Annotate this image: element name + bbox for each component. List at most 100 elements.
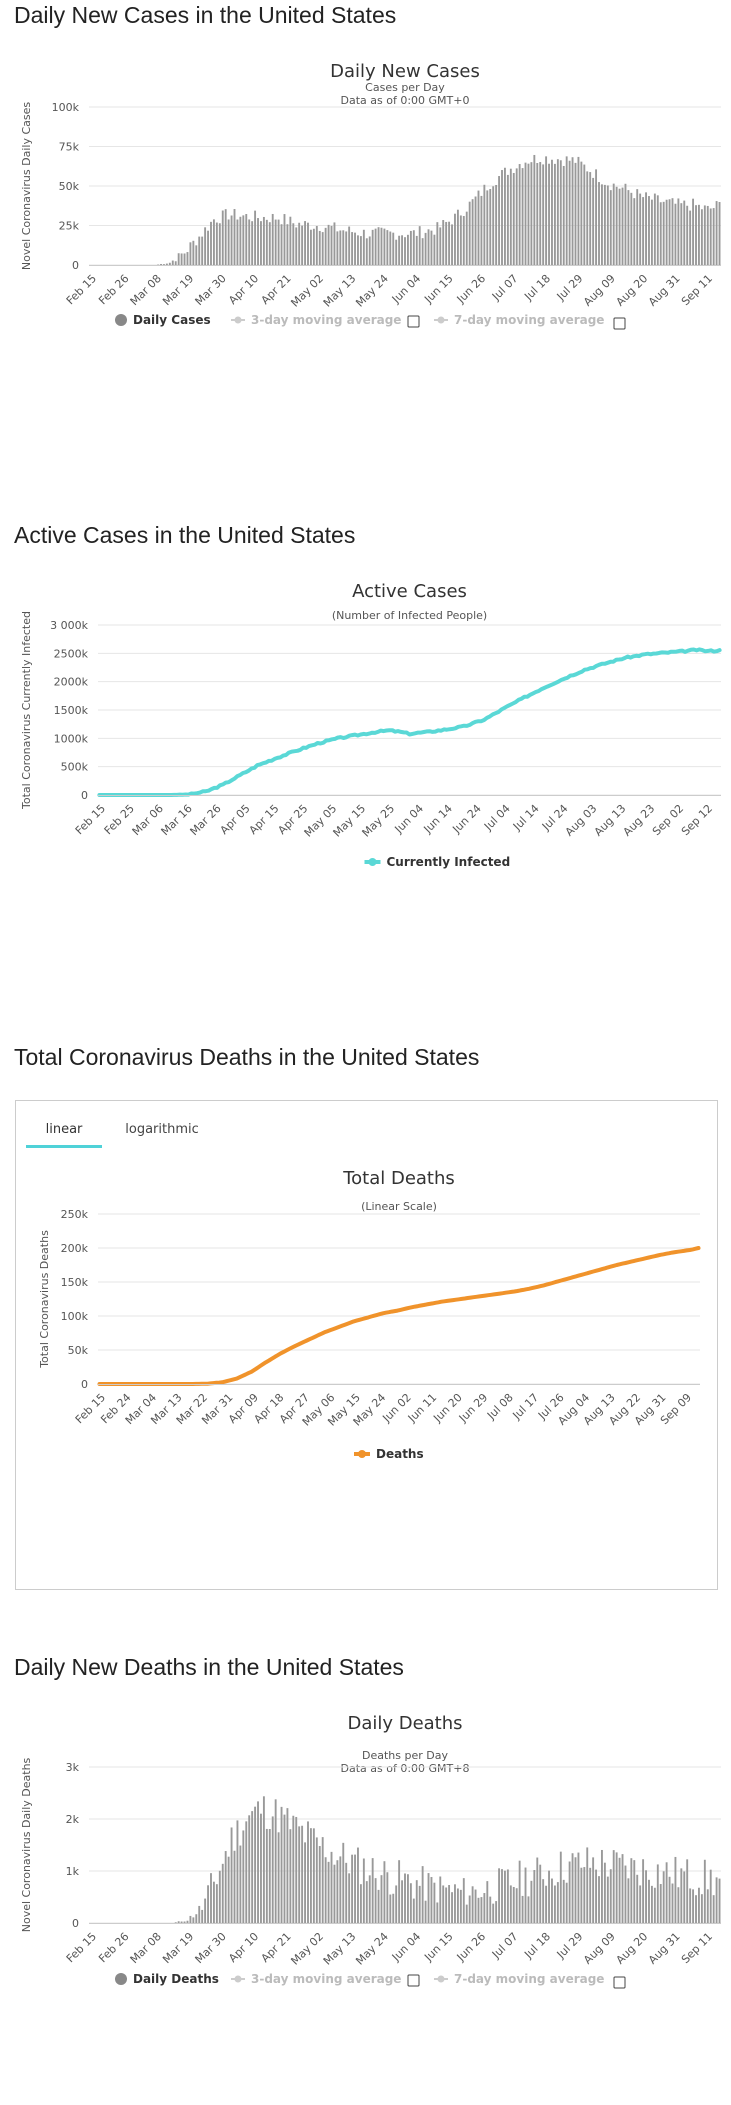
daily-cases-bar (686, 205, 689, 265)
daily-deaths-xtick-label: May 13 (321, 1930, 359, 1968)
daily-deaths-ytick-label: 2k (66, 1813, 80, 1826)
daily-cases-y-axis-label: Novel Coronavirus Daily Cases (20, 102, 33, 270)
daily-deaths-bar (210, 1873, 212, 1923)
daily-cases-bar (642, 197, 645, 265)
active-cases-title: Active Cases (352, 581, 467, 602)
daily-cases-bar (633, 198, 636, 265)
daily-deaths-bar (468, 1895, 471, 1923)
daily-deaths-bar (333, 1864, 336, 1923)
daily-cases-bar (609, 190, 612, 265)
daily-cases-bar (595, 169, 598, 265)
daily-deaths-legend-checkbox[interactable] (613, 1976, 626, 1989)
daily-deaths-bar (700, 1894, 703, 1923)
daily-deaths-bar (630, 1858, 633, 1923)
daily-cases-bar (365, 238, 368, 265)
daily-cases-bar (489, 188, 492, 265)
total-deaths-ytick-label: 100k (61, 1310, 89, 1323)
daily-deaths-bar (648, 1879, 650, 1923)
daily-cases-bar (636, 189, 639, 265)
daily-deaths-bar (221, 1863, 224, 1923)
daily-cases-bar (703, 205, 706, 265)
daily-cases-bar (671, 198, 674, 265)
daily-cases-bar (653, 193, 656, 265)
active-cases-xtick-label: Sep 02 (650, 802, 686, 838)
daily-deaths-bar (627, 1878, 630, 1923)
daily-deaths-bar (698, 1887, 700, 1923)
active-cases-y-axis-label: Total Coronavirus Currently Infected (20, 611, 33, 810)
daily-deaths-xtick-label: May 24 (353, 1930, 391, 1968)
daily-deaths-subtitle-2: Data as of 0:00 GMT+8 (341, 1762, 470, 1775)
daily-cases-bar (233, 209, 236, 265)
daily-cases-bar (692, 198, 695, 265)
daily-cases-bar (357, 235, 359, 265)
daily-cases-bar (245, 214, 248, 265)
daily-cases-bar (474, 196, 477, 265)
daily-cases-bar (304, 221, 306, 265)
daily-cases-bar (577, 156, 580, 265)
daily-deaths-bar (445, 1887, 448, 1923)
daily-deaths-legend-checkbox[interactable] (407, 1974, 420, 1987)
active-cases-xtick-label: Mar 26 (188, 802, 224, 838)
daily-cases-bar (589, 172, 592, 265)
daily-deaths-bar (462, 1878, 465, 1923)
daily-cases-xtick-label: Jun 26 (454, 272, 488, 306)
daily-cases-bar (533, 154, 536, 265)
daily-cases-bar (418, 226, 421, 265)
daily-cases-subtitle: Cases per Day (365, 81, 445, 94)
daily-deaths-legend-symbol-dot (234, 1975, 242, 1983)
daily-deaths-bar (451, 1892, 453, 1923)
total-deaths-ytick-label: 150k (61, 1276, 89, 1289)
daily-deaths-bar (715, 1877, 718, 1923)
daily-cases-bar (227, 219, 230, 265)
daily-cases-bar (195, 245, 198, 265)
daily-deaths-bar (589, 1867, 592, 1923)
active-cases-xtick-label: Jul 14 (510, 802, 542, 834)
daily-cases-bar (495, 184, 498, 265)
daily-deaths-bar (509, 1885, 512, 1923)
total-deaths-subtitle: (Linear Scale) (361, 1200, 437, 1213)
total-deaths-xtick-label: Jun 11 (405, 1391, 439, 1425)
daily-cases-bar (180, 253, 183, 265)
daily-deaths-bar (354, 1854, 356, 1923)
daily-cases-bar (521, 168, 524, 265)
active-cases-chart: Active Cases (Number of Infected People) 0… (20, 581, 722, 869)
daily-cases-bar (330, 225, 333, 265)
tab-linear[interactable]: linear (26, 1115, 102, 1148)
daily-cases-legend-checkbox[interactable] (613, 317, 626, 330)
daily-deaths-bar (383, 1861, 386, 1923)
section-heading-daily-deaths: Daily New Deaths in the United States (14, 1654, 404, 1680)
tab-logarithmic[interactable]: logarithmic (125, 1122, 199, 1137)
daily-cases-xtick-label: May 02 (288, 272, 326, 310)
daily-cases-bar (201, 236, 204, 265)
daily-deaths-bar (580, 1867, 583, 1923)
daily-deaths-bar (227, 1856, 230, 1923)
daily-cases-bar (215, 222, 218, 265)
daily-cases-bar (345, 231, 348, 265)
daily-deaths-xtick-label: Apr 10 (226, 1930, 261, 1965)
daily-cases-bar (668, 199, 671, 265)
daily-cases-bar (542, 164, 545, 265)
daily-deaths-bar (712, 1895, 715, 1923)
daily-cases-bar (445, 221, 448, 265)
daily-cases-ytick-label: 75k (59, 141, 80, 154)
active-cases-xtick-label: May 25 (360, 802, 398, 840)
daily-deaths-legend-label: Daily Deaths (133, 1972, 219, 1986)
daily-deaths-bar (262, 1796, 265, 1923)
daily-cases-bar (383, 228, 386, 265)
daily-deaths-bar (459, 1889, 462, 1923)
daily-cases-bar (277, 219, 280, 265)
daily-cases-bar (242, 215, 245, 265)
daily-cases-bar (374, 228, 377, 265)
daily-cases-legend-checkbox[interactable] (407, 315, 420, 328)
daily-deaths-bar (501, 1869, 503, 1923)
daily-deaths-bar (324, 1857, 327, 1923)
daily-deaths-xtick-label: Mar 30 (193, 1930, 229, 1966)
daily-cases-bar (398, 235, 401, 265)
daily-deaths-bar (642, 1859, 645, 1923)
daily-cases-bar (486, 190, 489, 265)
daily-deaths-bar (389, 1894, 392, 1923)
daily-cases-bar (168, 262, 171, 265)
daily-deaths-bar (559, 1851, 562, 1923)
daily-deaths-bar (674, 1856, 677, 1923)
daily-deaths-bar (454, 1884, 456, 1923)
